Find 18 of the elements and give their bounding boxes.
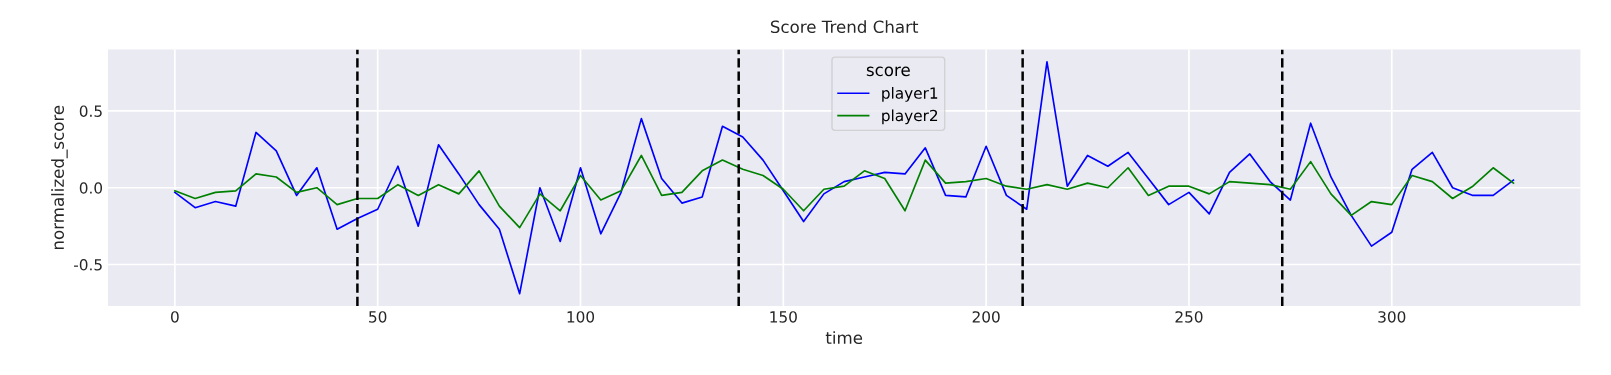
x-tick-label: 50: [369, 311, 387, 323]
x-tick-label: 200: [972, 311, 1000, 323]
x-axis-title: time: [825, 331, 863, 345]
chart-title: Score Trend Chart: [770, 20, 919, 34]
line-series: [174, 60, 1515, 295]
x-tick-label: 250: [1175, 311, 1203, 323]
x-tick-label: 150: [770, 311, 797, 323]
x-tick-label: 100: [567, 311, 595, 323]
legend-title: score: [866, 66, 910, 77]
y-tick-label: 0.5: [79, 105, 102, 117]
y-tick-label: -0.5: [74, 259, 102, 271]
legend-label: player1: [882, 87, 938, 102]
x-tick-label: 0: [171, 311, 179, 323]
x-tick-label: 300: [1378, 311, 1406, 323]
line-series: [174, 154, 1515, 229]
y-tick-label: 0.0: [79, 182, 103, 194]
y-axis-title: normalized_score: [51, 105, 68, 250]
legend-label: player2: [882, 109, 938, 125]
